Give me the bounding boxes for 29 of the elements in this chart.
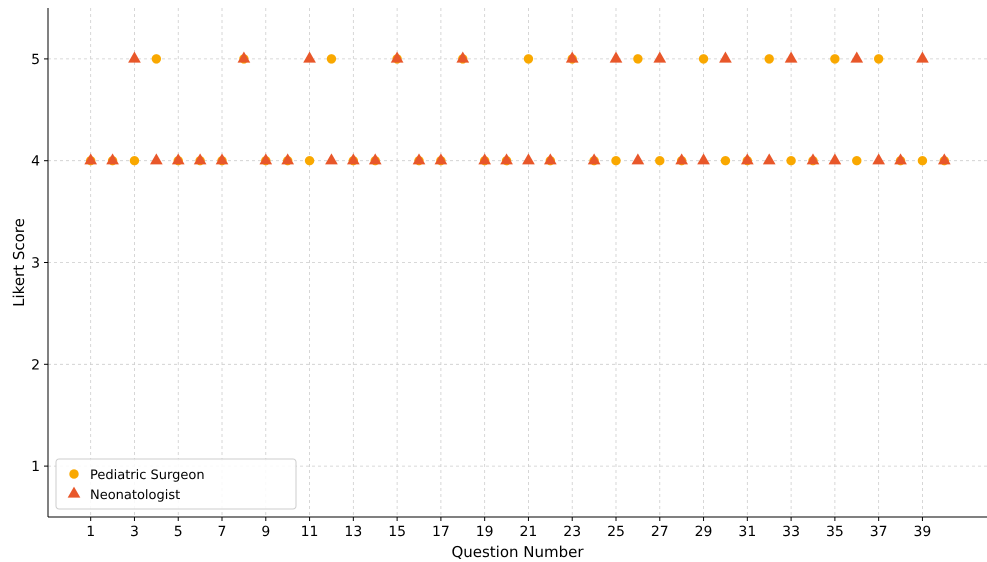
x-tick-label: 9	[261, 524, 270, 540]
y-tick-label: 1	[31, 459, 40, 476]
x-tick-label: 29	[694, 524, 712, 540]
x-tick-label: 3	[130, 524, 139, 540]
y-axis-title: Likert Score	[10, 218, 28, 307]
x-tick-label: 25	[607, 524, 625, 540]
x-tick-label: 31	[738, 524, 756, 540]
x-tick-label: 27	[650, 524, 669, 540]
x-tick-label: 35	[826, 524, 844, 540]
x-tick-label: 21	[520, 524, 538, 540]
x-tick-label: 11	[300, 524, 318, 540]
x-axis-title: Question Number	[451, 543, 584, 561]
legend-label: Neonatologist	[90, 488, 180, 503]
x-tick-label: 39	[914, 524, 932, 540]
x-tick-label: 1	[86, 524, 96, 540]
y-tick-label: 3	[31, 256, 40, 272]
legend-label: Pediatric Surgeon	[90, 468, 205, 483]
y-tick-label: 2	[31, 357, 40, 374]
x-tick-label: 19	[476, 524, 494, 540]
x-tick-label: 33	[782, 524, 800, 540]
y-tick-label: 4	[31, 154, 40, 170]
x-tick-label: 17	[432, 524, 450, 540]
x-tick-label: 15	[388, 524, 406, 540]
y-tick-label: 5	[31, 52, 40, 68]
x-tick-label: 13	[344, 524, 362, 540]
x-tick-label: 23	[563, 524, 582, 540]
x-tick-label: 37	[870, 524, 888, 540]
x-tick-label: 7	[218, 524, 226, 540]
x-tick-label: 5	[174, 524, 183, 540]
